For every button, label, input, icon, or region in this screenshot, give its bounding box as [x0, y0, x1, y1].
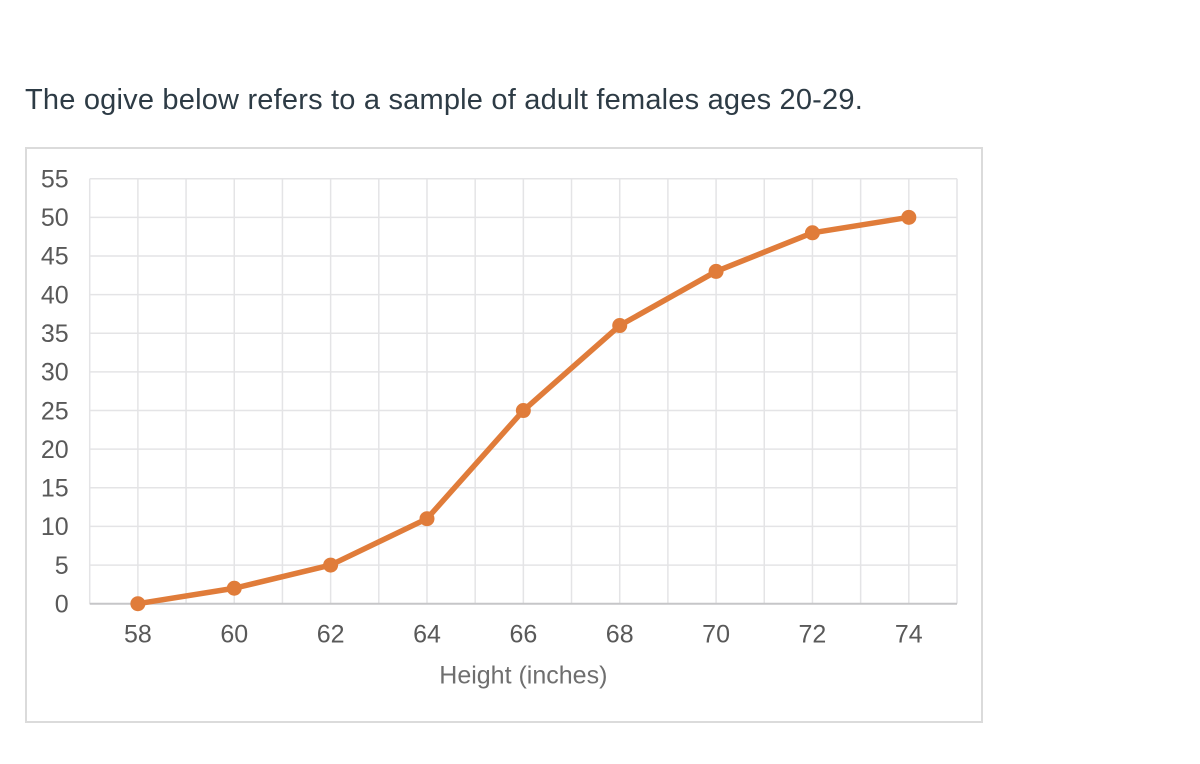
data-point: [226, 580, 242, 596]
x-tick-label: 64: [413, 621, 441, 649]
chart-card: 58 60 62 64 66 68 70 72 74 0 5 10 15 20 25 30 35 40 45 50 55…: [25, 147, 983, 723]
y-tick-label: 15: [41, 475, 69, 503]
y-tick-label: 20: [41, 436, 69, 464]
data-point: [804, 225, 820, 241]
y-tick-label: 30: [41, 359, 69, 387]
y-tick-label: 10: [41, 513, 69, 541]
data-point: [515, 403, 531, 419]
y-tick-label: 0: [55, 590, 69, 618]
y-tick-label: 40: [41, 281, 69, 309]
y-tick-label: 25: [41, 397, 69, 425]
y-tick-label: 50: [41, 204, 69, 232]
data-point: [323, 557, 339, 573]
y-tick-label: 45: [41, 243, 69, 271]
y-grid: [89, 177, 957, 566]
y-tick-label: 5: [55, 552, 69, 580]
x-tick-labels: 58 60 62 64 66 68 70 72 74: [124, 621, 923, 649]
data-point: [419, 511, 435, 527]
x-tick-label: 58: [124, 621, 152, 649]
x-grid: [88, 178, 958, 604]
data-points: [130, 209, 917, 612]
question-text: The ogive below refers to a sample of ad…: [25, 84, 863, 116]
x-tick-label: 60: [220, 621, 248, 649]
ogive-chart: 58 60 62 64 66 68 70 72 74 0 5 10 15 20 25 30 35 40 45 50 55…: [41, 165, 958, 690]
data-point: [612, 318, 628, 334]
x-tick-label: 74: [895, 621, 923, 649]
y-tick-label: 35: [41, 320, 69, 348]
x-tick-label: 70: [702, 621, 730, 649]
x-tick-label: 68: [606, 621, 634, 649]
y-tick-label: 55: [41, 165, 69, 193]
data-point: [901, 209, 917, 225]
x-tick-label: 72: [799, 621, 827, 649]
data-point: [130, 596, 146, 612]
y-tick-labels: 0 5 10 15 20 25 30 35 40 45 50 55: [41, 165, 69, 618]
x-axis-title: Height (inches): [439, 662, 607, 690]
x-tick-label: 66: [509, 621, 537, 649]
data-point: [708, 263, 724, 279]
x-tick-label: 62: [317, 621, 345, 649]
